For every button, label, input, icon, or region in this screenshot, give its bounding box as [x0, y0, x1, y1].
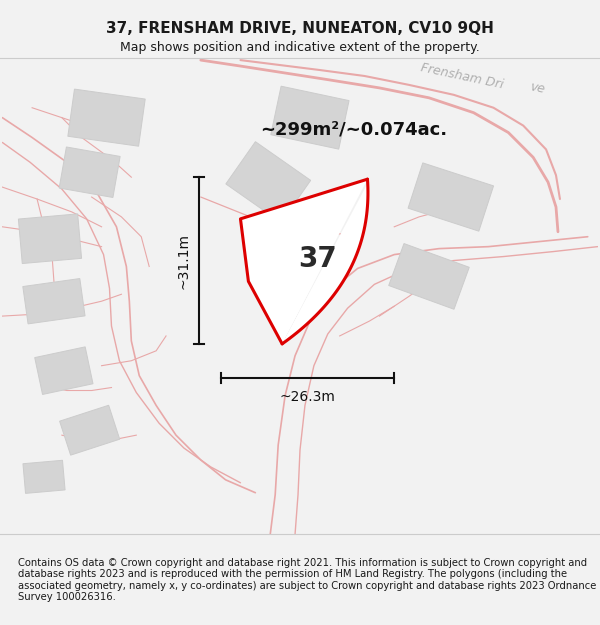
Polygon shape: [35, 347, 93, 394]
Text: 37, FRENSHAM DRIVE, NUNEATON, CV10 9QH: 37, FRENSHAM DRIVE, NUNEATON, CV10 9QH: [106, 21, 494, 36]
Polygon shape: [68, 89, 145, 146]
Text: Map shows position and indicative extent of the property.: Map shows position and indicative extent…: [120, 41, 480, 54]
Text: Contains OS data © Crown copyright and database right 2021. This information is : Contains OS data © Crown copyright and d…: [18, 558, 596, 602]
Polygon shape: [271, 86, 349, 149]
Polygon shape: [241, 179, 368, 344]
Polygon shape: [408, 163, 494, 231]
Text: ~26.3m: ~26.3m: [280, 389, 335, 404]
Polygon shape: [389, 244, 469, 309]
Polygon shape: [59, 405, 120, 455]
Polygon shape: [23, 460, 65, 493]
Text: ~31.1m: ~31.1m: [177, 232, 191, 289]
Text: ~299m²/~0.074ac.: ~299m²/~0.074ac.: [260, 121, 448, 139]
Text: 37: 37: [298, 244, 337, 272]
Polygon shape: [19, 214, 82, 264]
Polygon shape: [23, 279, 85, 324]
Text: Frensham Dri: Frensham Dri: [419, 61, 504, 91]
Polygon shape: [226, 142, 311, 222]
Polygon shape: [59, 147, 120, 198]
Text: ve: ve: [528, 80, 546, 96]
